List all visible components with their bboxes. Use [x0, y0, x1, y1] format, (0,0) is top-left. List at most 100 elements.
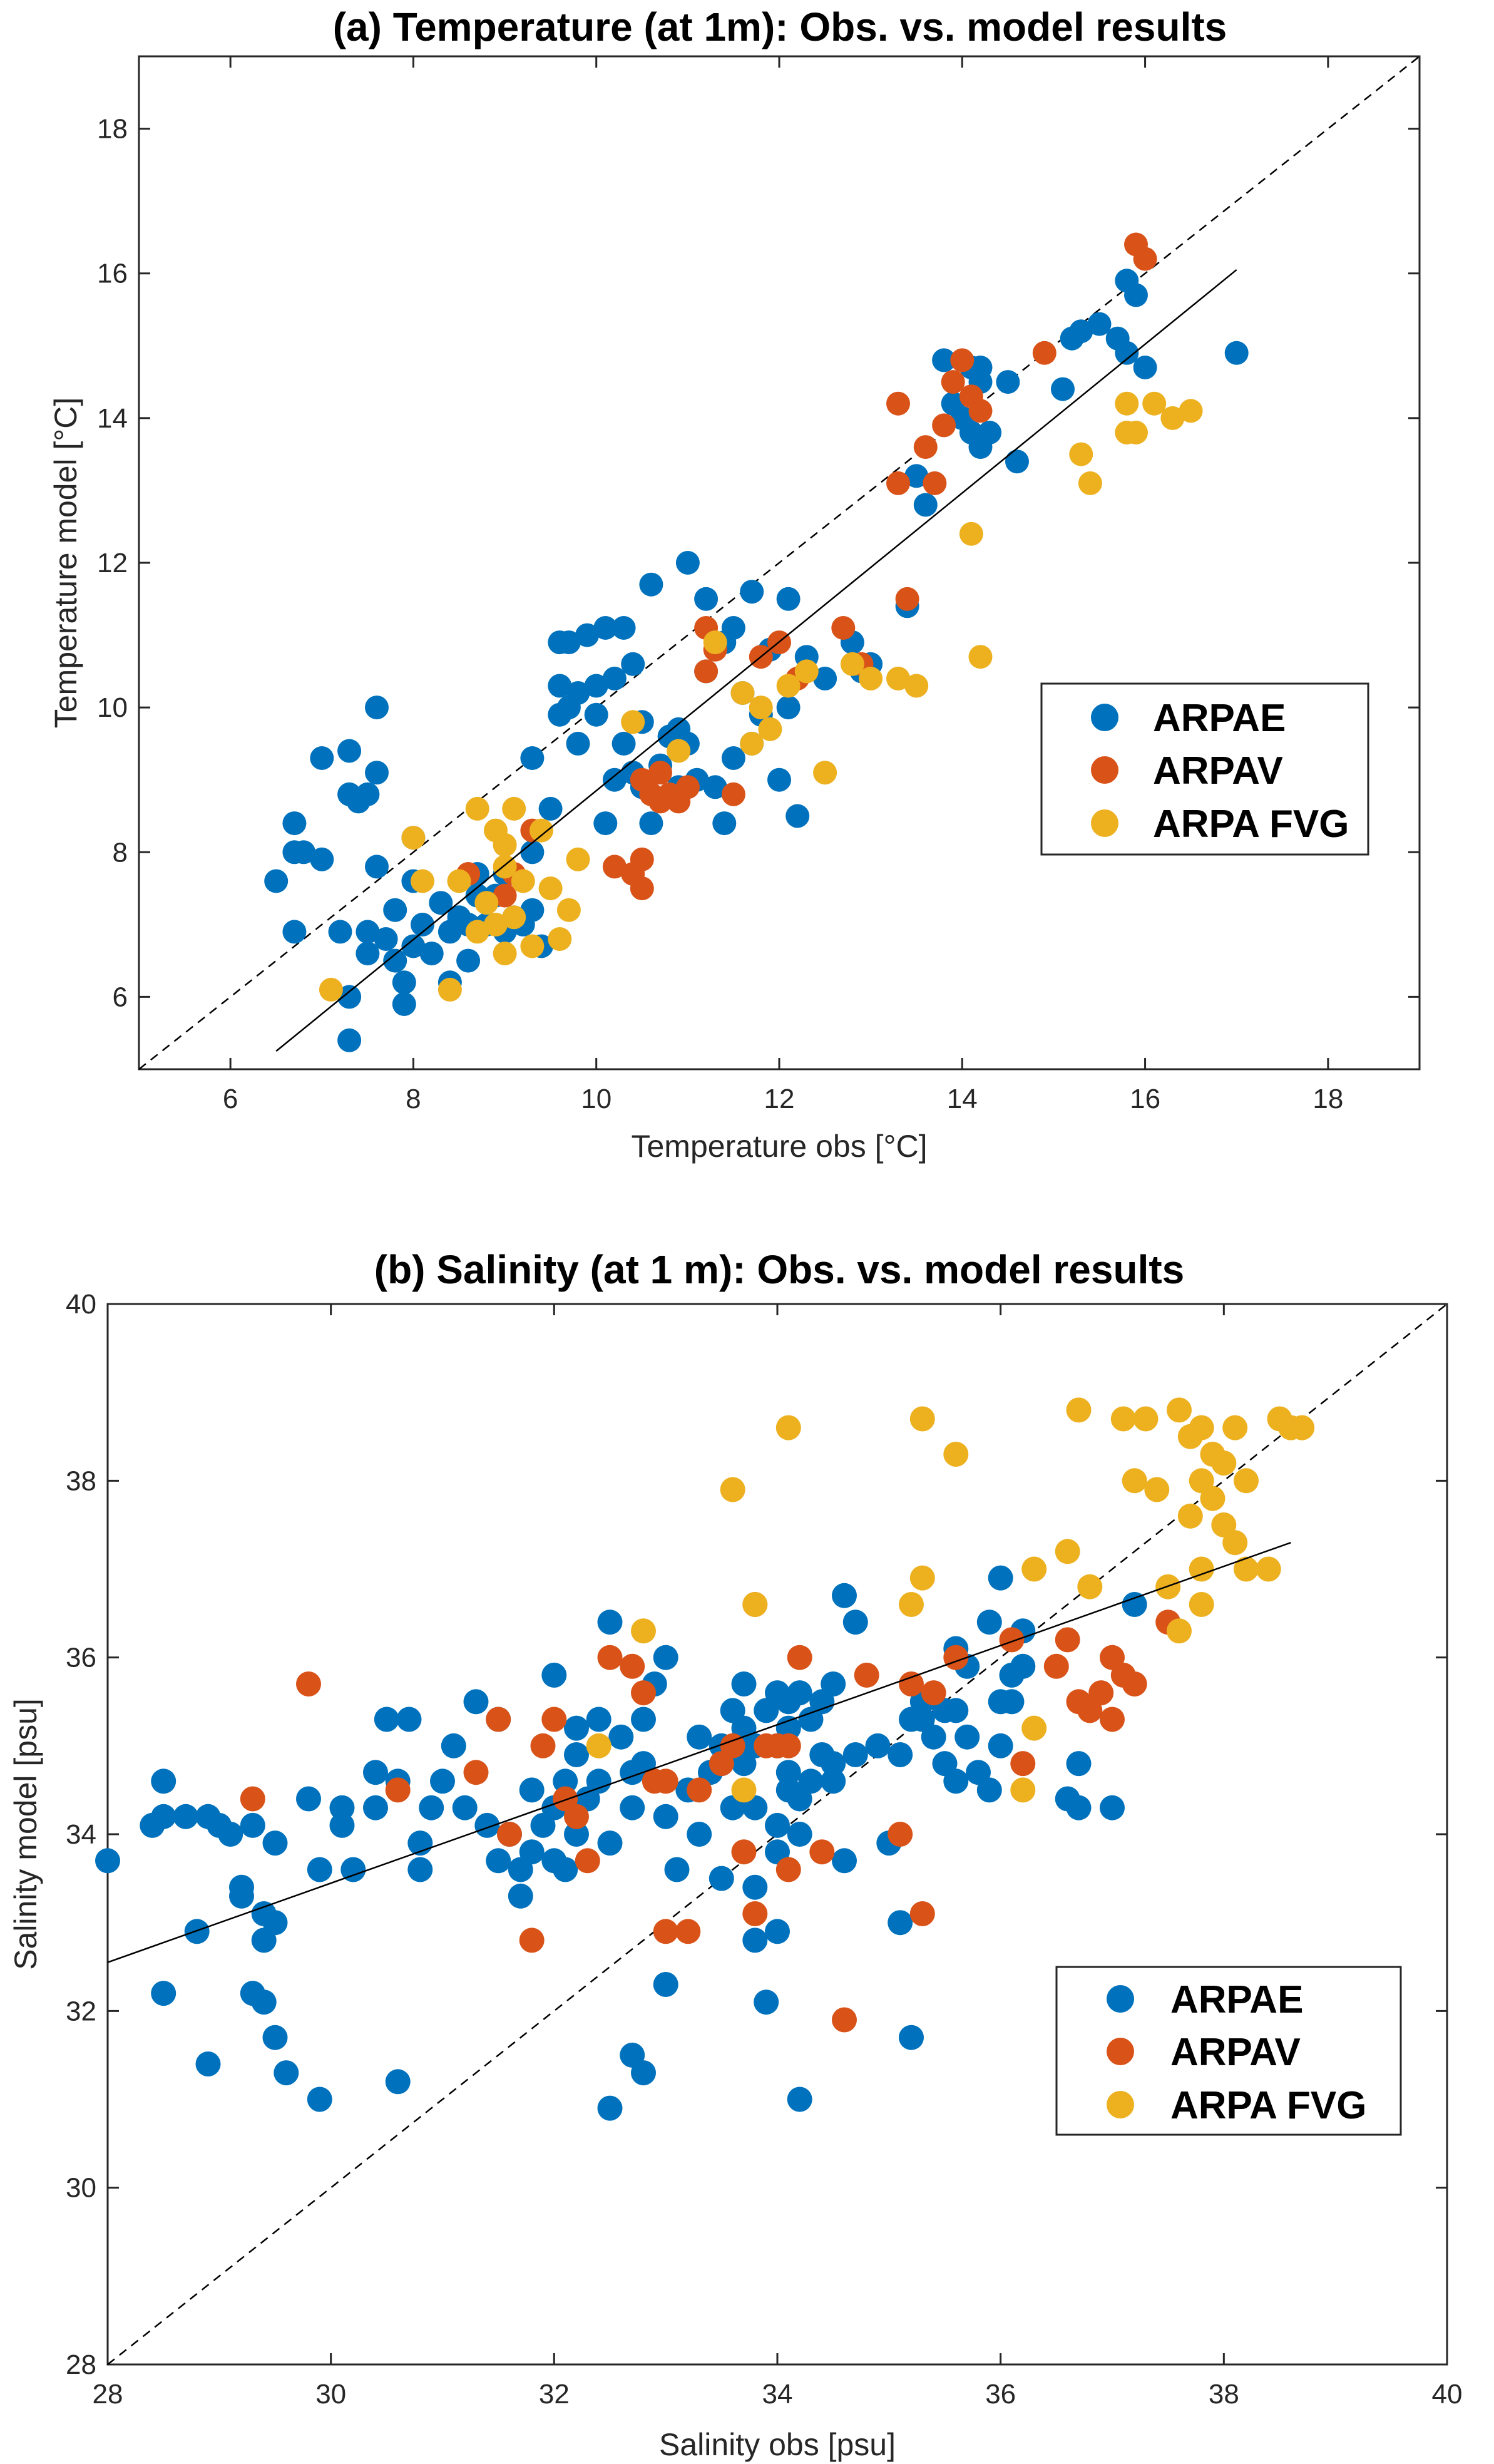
salinity-point-arpae	[452, 1795, 478, 1820]
salinity-y-tick-label: 36	[66, 1643, 96, 1673]
salinity-point-arpae	[631, 2060, 656, 2086]
temperature-point-arpae	[593, 616, 618, 640]
salinity-y-ticks: 28 30 32 34 36 38 40	[66, 1289, 1447, 2380]
salinity-point-arpae	[765, 1919, 790, 1944]
temperature-point-arpae	[548, 674, 572, 698]
temperature-x-tick-label: 8	[406, 1084, 421, 1114]
salinity-point-arpae	[664, 1857, 690, 1882]
salinity-point-arpae	[731, 1671, 757, 1697]
temperature-point-arpae	[538, 796, 563, 821]
salinity-point-arpa-fvg	[1133, 1406, 1159, 1432]
salinity-point-arpa-fvg	[1189, 1415, 1214, 1440]
temperature-point-arpa-fvg	[511, 869, 535, 893]
temperature-point-arpa-fvg	[447, 869, 471, 893]
salinity-scatter-points	[95, 1397, 1315, 2121]
salinity-point-arpav	[787, 1645, 812, 1670]
salinity-point-arpa-fvg	[720, 1477, 745, 1502]
temperature-legend-label-arpa-fvg: ARPA FVG	[1153, 803, 1349, 846]
temperature-point-arpa-fvg	[502, 796, 526, 821]
temperature-y-tick-label: 12	[97, 548, 128, 578]
salinity-point-arpae	[687, 1822, 712, 1847]
salinity-point-arpae	[564, 1715, 589, 1741]
salinity-point-arpa-fvg	[1021, 1556, 1047, 1582]
salinity-x-tick-label: 28	[93, 2379, 123, 2410]
salinity-point-arpav	[653, 1919, 678, 1944]
temperature-point-arpa-fvg	[548, 927, 572, 951]
temperature-point-arpae	[703, 775, 727, 799]
salinity-y-tick-label: 40	[66, 1289, 96, 1320]
salinity-x-ticks: 28 30 32 34 36 38 40	[93, 1304, 1462, 2410]
temperature-point-arpa-fvg	[813, 761, 837, 785]
temperature-point-arpav	[675, 775, 700, 799]
salinity-point-arpae	[95, 1848, 120, 1874]
temperature-point-arpae	[401, 934, 426, 958]
salinity-point-arpav	[720, 1733, 745, 1758]
salinity-point-arpae	[374, 1707, 399, 1732]
salinity-point-arpae	[899, 2025, 924, 2050]
temperature-point-arpae	[904, 464, 929, 488]
temperature-point-arpav	[886, 471, 910, 495]
salinity-point-arpav	[909, 1901, 935, 1926]
temperature-point-arpae	[556, 630, 581, 655]
salinity-point-arpae	[508, 1883, 533, 1909]
salinity-point-arpav	[742, 1901, 768, 1926]
salinity-point-arpae	[842, 1609, 868, 1635]
temperature-point-arpa-fvg	[968, 645, 993, 669]
temperature-point-arpae	[1224, 341, 1249, 365]
temperature-point-arpae	[639, 572, 663, 597]
salinity-legend: ARPAE ARPAV ARPA FVG	[1055, 1966, 1402, 2136]
temperature-point-arpae	[365, 855, 389, 879]
salinity-point-arpae	[742, 1928, 768, 1953]
salinity-point-arpae	[441, 1733, 466, 1758]
temperature-point-arpa-fvg	[1142, 391, 1167, 416]
temperature-point-arpa-fvg	[776, 674, 801, 698]
salinity-legend-marker-arpa-fvg	[1107, 2091, 1134, 2118]
temperature-point-arpa-fvg	[1124, 421, 1148, 444]
salinity-point-arpae	[1122, 1592, 1147, 1617]
salinity-point-arpa-fvg	[909, 1565, 935, 1591]
temperature-point-arpae	[365, 761, 389, 785]
salinity-y-tick-label: 28	[66, 2349, 96, 2380]
salinity-point-arpae	[1100, 1795, 1125, 1820]
temperature-point-arpa-fvg	[484, 912, 508, 937]
temperature-point-arpav	[694, 659, 719, 684]
temperature-point-arpae	[264, 869, 289, 893]
temperature-point-arpae	[356, 782, 380, 806]
salinity-point-arpae	[765, 1812, 790, 1838]
salinity-chart-title: (b) Salinity (at 1 m): Obs. vs. model re…	[374, 1247, 1185, 1292]
temperature-point-arpae	[520, 746, 545, 770]
salinity-point-arpa-fvg	[1256, 1556, 1281, 1582]
temperature-point-arpa-fvg	[794, 659, 819, 684]
temperature-point-arpae	[813, 666, 837, 690]
temperature-point-arpa-fvg	[859, 666, 883, 690]
salinity-x-tick-label: 30	[315, 2379, 346, 2410]
salinity-point-arpae	[988, 1565, 1013, 1591]
salinity-point-arpae	[653, 1804, 678, 1829]
temperature-legend-marker-arpav	[1091, 756, 1118, 784]
salinity-point-arpa-fvg	[1234, 1468, 1259, 1494]
temperature-point-arpae	[282, 811, 307, 836]
salinity-point-arpae	[620, 1795, 645, 1820]
salinity-x-tick-label: 34	[762, 2379, 793, 2410]
temperature-point-arpa-fvg	[740, 731, 764, 756]
salinity-point-arpae	[709, 1866, 734, 1891]
temperature-point-arpav	[831, 616, 856, 640]
salinity-point-arpae	[1066, 1751, 1092, 1777]
temperature-point-arpa-fvg	[401, 826, 426, 850]
salinity-point-arpae	[486, 1848, 511, 1874]
salinity-point-arpae	[240, 1812, 265, 1838]
salinity-point-arpav	[530, 1733, 556, 1758]
salinity-point-arpav	[888, 1822, 913, 1847]
salinity-point-arpae	[274, 2060, 299, 2086]
salinity-point-arpav	[999, 1627, 1025, 1653]
temperature-point-arpae	[1124, 283, 1148, 307]
temperature-point-arpa-fvg	[758, 717, 782, 741]
salinity-x-tick-label: 32	[539, 2379, 570, 2410]
temperature-point-arpae	[411, 912, 434, 937]
salinity-point-arpa-fvg	[731, 1777, 757, 1803]
salinity-point-arpa-fvg	[1055, 1539, 1080, 1564]
temperature-point-arpa-fvg	[1078, 471, 1102, 495]
temperature-point-arpav	[950, 348, 975, 372]
temperature-point-arpae	[675, 551, 700, 575]
